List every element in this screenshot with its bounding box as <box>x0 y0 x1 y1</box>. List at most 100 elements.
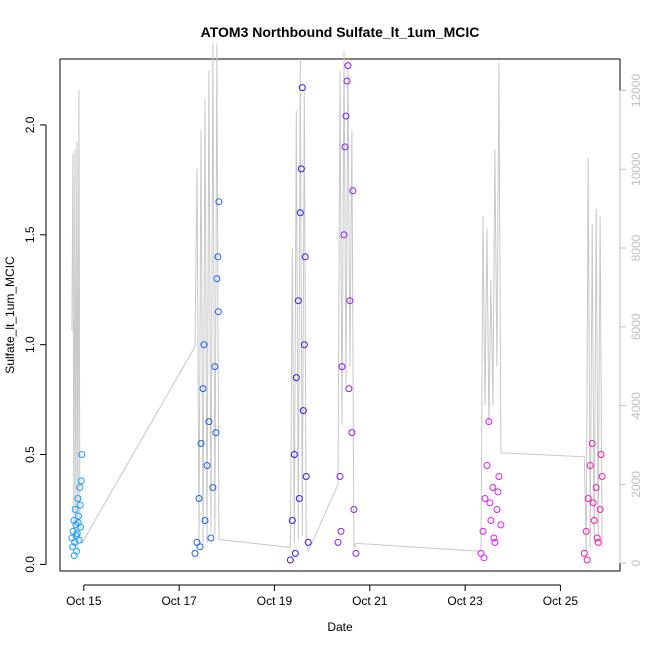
x-tick-label: Oct 15 <box>66 594 102 608</box>
data-point-series-3 <box>292 374 300 382</box>
data-point-series-3 <box>296 209 304 217</box>
data-point-series-5 <box>495 473 503 480</box>
data-point-series-2 <box>197 440 205 447</box>
data-point-series-5 <box>494 488 502 496</box>
data-point-series-2 <box>212 429 220 437</box>
x-tick-label: Oct 21 <box>352 594 388 608</box>
data-point-series-3 <box>297 165 305 173</box>
data-point-series-6 <box>582 527 590 535</box>
data-point-series-2 <box>213 275 221 283</box>
data-point-series-1 <box>74 495 82 502</box>
data-point-series-4 <box>352 549 360 557</box>
data-point-series-2 <box>209 484 217 491</box>
data-point-series-5 <box>480 554 488 562</box>
y2-tick-label: 4000 <box>629 392 643 419</box>
data-point-series-5 <box>490 534 498 542</box>
data-point-series-6 <box>586 462 594 469</box>
data-point-series-1 <box>72 532 80 540</box>
data-point-series-6 <box>589 499 597 507</box>
y-axis-label: Sulfate_lt_1um_MCIC <box>3 256 17 374</box>
x-tick-label: Oct 25 <box>543 594 579 608</box>
data-point-series-4 <box>348 429 356 437</box>
data-point-series-2 <box>200 341 208 349</box>
data-point-series-2 <box>201 517 209 524</box>
data-point-series-4 <box>344 62 352 70</box>
points-layer <box>68 62 606 564</box>
data-point-series-4 <box>336 473 344 480</box>
data-point-series-6 <box>596 506 604 513</box>
data-point-series-1 <box>75 512 82 520</box>
data-point-series-6 <box>598 473 606 480</box>
data-point-series-6 <box>588 440 596 447</box>
axes-layer: Oct 15 Oct 17 Oct 19 Oct 21 Oct 23 Oct 25 0.0 0… <box>23 73 643 608</box>
data-point-series-3 <box>291 549 299 557</box>
data-point-series-6 <box>590 517 598 524</box>
data-point-series-3 <box>301 253 309 261</box>
y2-tick-label: 12000 <box>629 73 643 107</box>
data-point-series-5 <box>497 521 505 529</box>
x-tick-label: Oct 23 <box>447 594 483 608</box>
data-point-series-6 <box>593 534 601 542</box>
data-point-series-2 <box>196 543 204 551</box>
data-point-series-4 <box>341 143 349 151</box>
data-point-series-2 <box>214 308 222 316</box>
data-point-series-6 <box>592 484 600 491</box>
data-point-series-3 <box>300 341 308 349</box>
x-axis-label: Date <box>327 620 353 634</box>
data-point-series-4 <box>342 112 350 120</box>
data-point-series-4 <box>343 77 351 85</box>
y-tick-label: 0.5 <box>23 446 37 463</box>
data-point-series-2 <box>214 253 222 261</box>
secondary-line-layer <box>71 43 603 553</box>
data-point-series-1 <box>77 477 85 485</box>
data-point-series-4 <box>349 187 357 195</box>
data-point-series-1 <box>70 517 78 524</box>
data-point-series-5 <box>493 506 501 513</box>
y-tick-label: 2.0 <box>23 116 37 133</box>
data-point-series-2 <box>199 385 207 393</box>
data-point-series-5 <box>485 418 493 426</box>
data-point-series-5 <box>487 517 495 524</box>
data-point-series-6 <box>580 549 588 557</box>
data-point-series-6 <box>597 451 605 458</box>
data-point-series-3 <box>302 473 310 480</box>
data-point-series-1 <box>74 519 82 527</box>
data-point-series-3 <box>294 297 302 305</box>
x-tick-label: Oct 19 <box>257 594 293 608</box>
data-point-series-2 <box>195 495 203 502</box>
y2-tick-label: 2000 <box>629 471 643 498</box>
data-point-series-2 <box>215 198 223 206</box>
data-point-series-1 <box>69 543 77 551</box>
data-point-series-4 <box>334 538 342 546</box>
data-point-series-6 <box>594 538 602 546</box>
data-point-series-1 <box>70 552 78 560</box>
data-point-series-1 <box>76 484 84 491</box>
data-point-series-4 <box>345 385 353 393</box>
data-point-series-1 <box>76 501 84 509</box>
data-point-series-1 <box>78 451 86 458</box>
data-point-series-5 <box>491 538 499 546</box>
data-point-series-4 <box>337 527 345 535</box>
data-point-series-5 <box>479 527 487 535</box>
y2-tick-label: 0 <box>629 559 643 566</box>
data-point-series-2 <box>191 549 199 557</box>
y-tick-label: 0.0 <box>23 556 37 573</box>
data-point-series-2 <box>211 363 219 371</box>
data-point-series-2 <box>207 534 215 542</box>
data-point-series-2 <box>203 462 211 469</box>
data-point-series-3 <box>304 538 312 546</box>
data-point-series-6 <box>583 556 591 564</box>
data-point-series-4 <box>346 297 354 305</box>
data-point-series-5 <box>481 495 489 502</box>
data-point-series-3 <box>286 556 294 564</box>
y2-tick-label: 10000 <box>629 152 643 186</box>
data-point-series-3 <box>299 407 307 415</box>
x-tick-label: Oct 17 <box>161 594 197 608</box>
data-point-series-1 <box>71 506 79 513</box>
y2-tick-label: 8000 <box>629 234 643 261</box>
data-point-series-3 <box>290 451 298 458</box>
data-point-series-4 <box>340 231 348 239</box>
data-point-series-5 <box>483 462 491 469</box>
chart-title: ATOM3 Northbound Sulfate_lt_1um_MCIC <box>201 24 480 40</box>
